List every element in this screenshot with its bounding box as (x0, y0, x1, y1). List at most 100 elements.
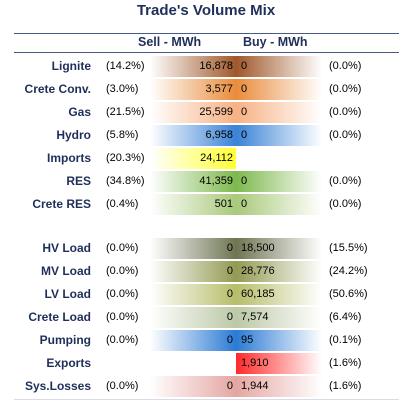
row-label: Pumping (39, 333, 91, 347)
sell-bar: 0 (150, 376, 236, 397)
buy-value: 0 (241, 175, 248, 187)
table-row: LV Load (0.0%) 0 60,185 (50.6%) (0, 284, 412, 305)
buy-column-header: Buy - MWh (243, 35, 308, 49)
buy-value: 0 (241, 83, 248, 95)
buy-bar: 0 (236, 79, 322, 100)
buy-percent: (1.6%) (329, 380, 362, 392)
sell-bar: 0 (150, 307, 236, 328)
sell-bar: 0 (150, 261, 236, 282)
sell-bar: 0 (150, 330, 236, 351)
row-label: Crete Load (28, 310, 91, 324)
sell-percent: (0.0%) (106, 288, 139, 300)
row-label: Hydro (56, 128, 91, 142)
row-label: RES (66, 174, 91, 188)
table-bottom-rule (14, 399, 399, 400)
sell-percent: (21.5%) (106, 106, 145, 118)
buy-bar: 0 (236, 102, 322, 123)
table-row: MV Load (0.0%) 0 28,776 (24.2%) (0, 261, 412, 282)
buy-percent: (0.0%) (329, 198, 362, 210)
table-row: Crete Load (0.0%) 0 7,574 (6.4%) (0, 307, 412, 328)
sell-bar: 24,112 (150, 148, 236, 169)
sell-column-header: Sell - MWh (138, 35, 202, 49)
buy-percent: (0.0%) (329, 129, 362, 141)
header-top-rule (14, 33, 399, 34)
buy-bar (236, 148, 322, 169)
buy-bar: 18,500 (236, 238, 322, 259)
sell-value: 6,958 (205, 129, 233, 141)
row-label: Crete Conv. (24, 82, 91, 96)
buy-value: 1,944 (241, 380, 269, 392)
sell-value: 501 (214, 198, 233, 210)
sell-percent: (0.4%) (106, 198, 139, 210)
buy-value: 0 (241, 106, 248, 118)
table-row: Pumping (0.0%) 0 95 (0.1%) (0, 330, 412, 351)
table-row: Imports (20.3%) 24,112 (0, 148, 412, 169)
buy-value: 1,910 (241, 357, 269, 369)
buy-percent: (6.4%) (329, 311, 362, 323)
sell-value: 0 (226, 380, 233, 392)
sell-bar: 6,958 (150, 125, 236, 146)
row-label: Imports (46, 151, 91, 165)
buy-percent: (50.6%) (329, 288, 368, 300)
table-row: Gas (21.5%) 25,599 0 (0.0%) (0, 102, 412, 123)
sell-value: 3,577 (205, 83, 233, 95)
sell-bar: 25,599 (150, 102, 236, 123)
sell-percent: (0.0%) (106, 242, 139, 254)
sell-percent: (0.0%) (106, 380, 139, 392)
sell-percent: (20.3%) (106, 152, 145, 164)
table-row: Sys.Losses (0.0%) 0 1,944 (1.6%) (0, 376, 412, 397)
buy-bar: 95 (236, 330, 322, 351)
buy-bar: 60,185 (236, 284, 322, 305)
table-row: RES (34.8%) 41,359 0 (0.0%) (0, 171, 412, 192)
buy-percent: (24.2%) (329, 265, 368, 277)
row-label: MV Load (41, 264, 91, 278)
buy-bar: 0 (236, 56, 322, 77)
buy-value: 95 (241, 334, 254, 346)
buy-value: 7,574 (241, 311, 269, 323)
sell-bar: 0 (150, 284, 236, 305)
sell-value: 0 (226, 265, 233, 277)
table-row: Hydro (5.8%) 6,958 0 (0.0%) (0, 125, 412, 146)
buy-percent: (0.0%) (329, 60, 362, 72)
buy-value: 0 (241, 129, 248, 141)
header-bottom-rule (14, 52, 399, 53)
sell-value: 0 (226, 334, 233, 346)
sell-value: 0 (226, 288, 233, 300)
table-row: Lignite (14.2%) 16,878 0 (0.0%) (0, 56, 412, 77)
buy-percent: (15.5%) (329, 242, 368, 254)
row-label: Sys.Losses (24, 379, 91, 393)
buy-bar: 0 (236, 125, 322, 146)
row-label: HV Load (42, 241, 91, 255)
sell-bar: 41,359 (150, 171, 236, 192)
row-label: Lignite (51, 59, 91, 73)
sell-value: 0 (226, 311, 233, 323)
sell-value: 16,878 (199, 60, 233, 72)
sell-percent: (14.2%) (106, 60, 145, 72)
buy-bar: 7,574 (236, 307, 322, 328)
buy-bar: 0 (236, 194, 322, 215)
sell-bar: 0 (150, 238, 236, 259)
buy-percent: (0.1%) (329, 334, 362, 346)
sell-percent: (34.8%) (106, 175, 145, 187)
buy-percent: (0.0%) (329, 83, 362, 95)
sell-bar: 3,577 (150, 79, 236, 100)
buy-bar: 1,944 (236, 376, 322, 397)
buy-value: 60,185 (241, 288, 275, 300)
table-row: Exports 1,910 (1.6%) (0, 353, 412, 374)
chart-title: Trade's Volume Mix (136, 2, 276, 19)
table-row: Crete RES (0.4%) 501 0 (0.0%) (0, 194, 412, 215)
sell-percent: (0.0%) (106, 311, 139, 323)
buy-value: 0 (241, 60, 248, 72)
sell-percent: (0.0%) (106, 334, 139, 346)
sell-value: 25,599 (199, 106, 233, 118)
row-label: LV Load (44, 287, 91, 301)
buy-value: 18,500 (241, 242, 275, 254)
row-label: Exports (46, 356, 91, 370)
sell-value: 0 (226, 242, 233, 254)
sell-bar: 501 (150, 194, 236, 215)
buy-bar: 28,776 (236, 261, 322, 282)
buy-value: 0 (241, 198, 248, 210)
sell-value: 41,359 (199, 175, 233, 187)
row-label: Crete RES (32, 197, 91, 211)
sell-percent: (0.0%) (106, 265, 139, 277)
